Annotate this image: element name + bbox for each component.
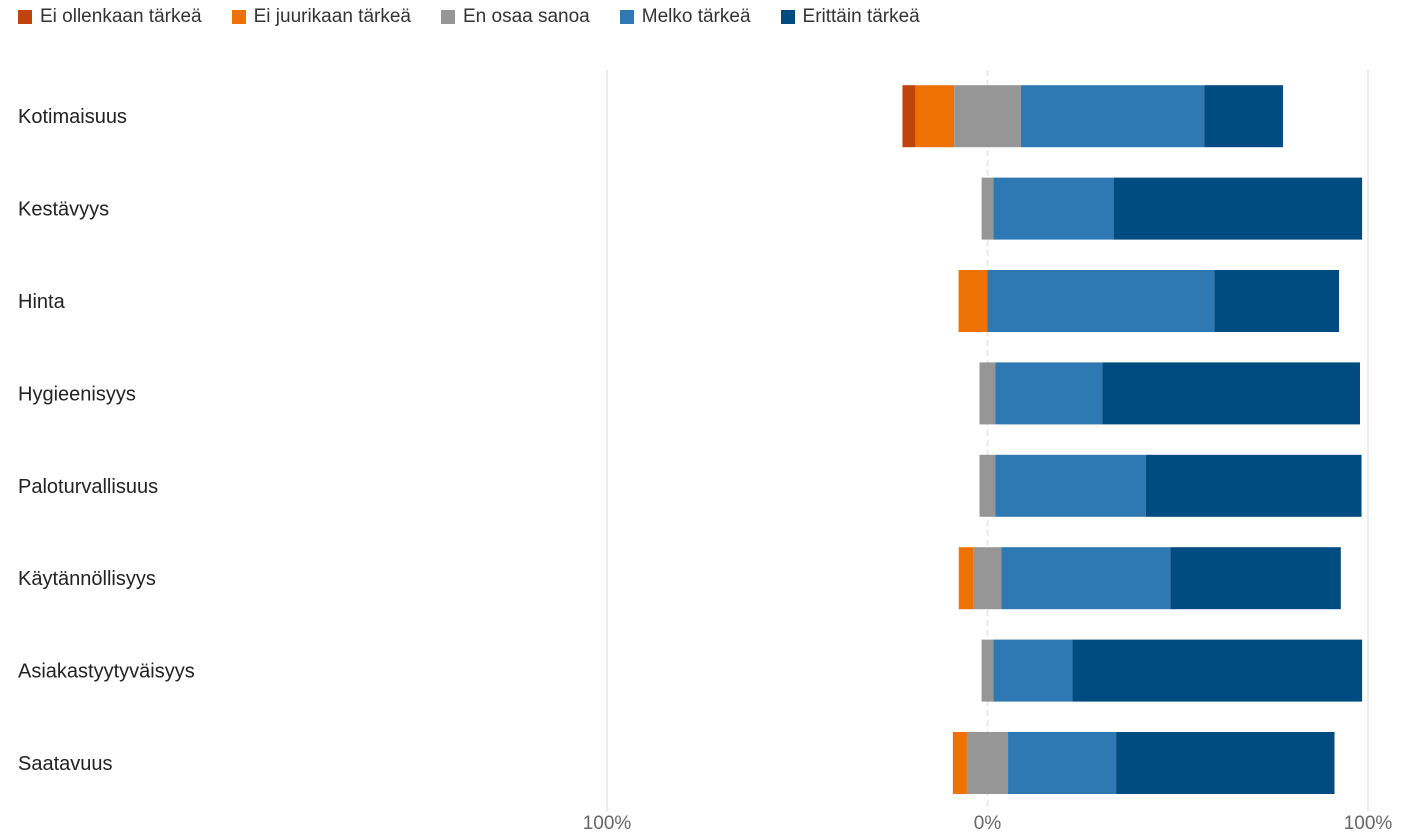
legend-swatch bbox=[231, 10, 246, 24]
bar-erittain-tarkea bbox=[1145, 454, 1362, 517]
bar-en-osaa-sanoa bbox=[981, 177, 994, 240]
bar-erittain-tarkea bbox=[1170, 547, 1341, 610]
bar-melko-tarkea bbox=[993, 177, 1114, 240]
x-tick-label: 0% bbox=[974, 813, 1002, 832]
category-label: Paloturvallisuus bbox=[18, 476, 158, 498]
bar-ei-juurikaan-tarkea bbox=[958, 270, 988, 332]
bar-erittain-tarkea bbox=[1102, 362, 1361, 425]
category-label: Kotimaisuus bbox=[18, 106, 127, 128]
legend-label: Ei ollenkaan tärkeä bbox=[40, 6, 202, 27]
legend-item-ei-juurikaan-tarkea: Ei juurikaan tärkeä bbox=[231, 6, 411, 28]
legend-label: En osaa sanoa bbox=[462, 6, 590, 27]
legend-swatch bbox=[18, 10, 32, 24]
category-label: Saatavuus bbox=[18, 753, 113, 775]
bar-en-osaa-sanoa bbox=[979, 362, 996, 425]
bar-en-osaa-sanoa bbox=[954, 85, 1021, 148]
bar-ei-juurikaan-tarkea bbox=[958, 547, 974, 610]
bar-ei-ollenkaan-tarkea bbox=[902, 85, 916, 148]
category-label: Hinta bbox=[18, 291, 66, 313]
category-label: Kestävyys bbox=[18, 199, 109, 221]
legend-item-melko-tarkea: Melko tärkeä bbox=[619, 6, 751, 28]
bar-erittain-tarkea bbox=[1214, 270, 1340, 332]
legend-item-ei-ollenkaan-tarkea: Ei ollenkaan tärkeä bbox=[18, 6, 202, 28]
legend-item-erittain-tarkea: Erittäin tärkeä bbox=[780, 6, 920, 28]
bar-en-osaa-sanoa bbox=[966, 732, 1009, 794]
chart-legend: Ei ollenkaan tärkeä Ei juurikaan tärkeä En… bbox=[18, 6, 920, 28]
bar-melko-tarkea bbox=[993, 639, 1073, 702]
bar-erittain-tarkea bbox=[1072, 639, 1363, 702]
bar-erittain-tarkea bbox=[1116, 732, 1335, 794]
bar-en-osaa-sanoa bbox=[979, 454, 996, 517]
x-tick-label: 100% bbox=[583, 813, 632, 832]
bar-melko-tarkea bbox=[987, 270, 1215, 332]
bar-melko-tarkea bbox=[1008, 732, 1117, 794]
category-label: Hygieenisyys bbox=[18, 383, 136, 405]
bar-melko-tarkea bbox=[995, 362, 1103, 425]
bar-ei-juurikaan-tarkea bbox=[952, 732, 967, 794]
bar-ei-juurikaan-tarkea bbox=[915, 85, 955, 148]
bar-melko-tarkea bbox=[995, 454, 1146, 517]
bar-melko-tarkea bbox=[1001, 547, 1171, 610]
category-label: Asiakastyytyväisyys bbox=[18, 661, 195, 683]
bar-erittain-tarkea bbox=[1204, 85, 1283, 148]
bar-erittain-tarkea bbox=[1113, 177, 1363, 240]
legend-swatch bbox=[780, 10, 795, 24]
legend-swatch bbox=[440, 10, 455, 24]
legend-label: Melko tärkeä bbox=[641, 6, 751, 27]
legend-label: Erittäin tärkeä bbox=[802, 6, 920, 27]
bar-en-osaa-sanoa bbox=[973, 547, 1002, 610]
x-tick-label: 100% bbox=[1344, 813, 1393, 832]
bar-melko-tarkea bbox=[1020, 85, 1205, 148]
legend-item-en-osaa-sanoa: En osaa sanoa bbox=[440, 6, 590, 28]
legend-swatch bbox=[619, 10, 634, 24]
legend-label: Ei juurikaan tärkeä bbox=[253, 6, 411, 27]
bar-en-osaa-sanoa bbox=[981, 639, 994, 702]
category-label: Käytännöllisyys bbox=[18, 568, 156, 590]
